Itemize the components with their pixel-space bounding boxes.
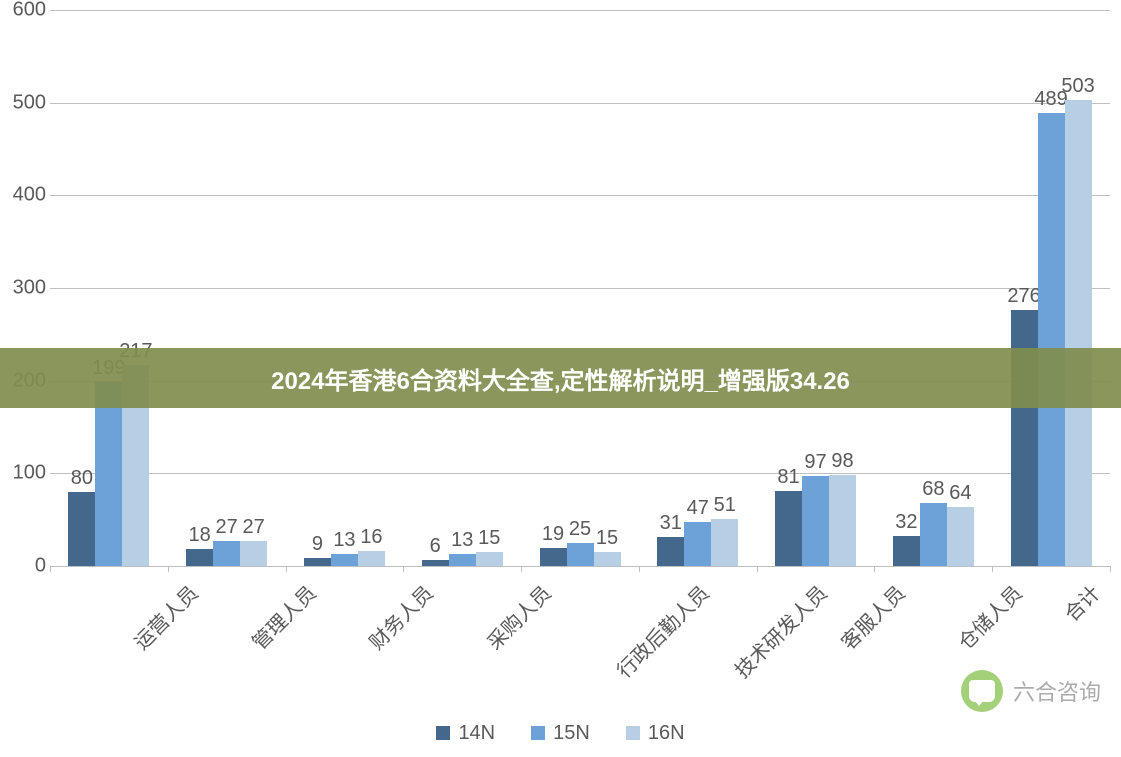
- x-tick-label: 管理人员: [244, 578, 321, 655]
- legend: 14N 15N 16N: [0, 722, 1121, 746]
- bar: [304, 558, 331, 566]
- overlay-text: 2024年香港6合资料大全查,定性解析说明_增强版34.26: [271, 361, 850, 396]
- bar: [1038, 113, 1065, 566]
- chart-container: 8019921718272791316613151925153147518197…: [0, 0, 1121, 757]
- gridline: [50, 566, 1110, 567]
- bar: [186, 549, 213, 566]
- y-tick-label: 100: [13, 462, 46, 485]
- bar-value-label: 15: [589, 527, 625, 550]
- bar: [213, 541, 240, 566]
- x-tick-label: 采购人员: [480, 578, 557, 655]
- bar: [802, 476, 829, 566]
- x-tick-mark: [1110, 566, 1111, 572]
- bar: [422, 560, 449, 566]
- bar: [476, 552, 503, 566]
- bar: [775, 491, 802, 566]
- legend-item: 14N: [436, 722, 495, 745]
- x-axis-labels: 运营人员管理人员财务人员采购人员行政后勤人员技术研发人员客服人员仓储人员合计: [50, 572, 1110, 692]
- bar: [684, 522, 711, 566]
- legend-label: 15N: [553, 722, 590, 745]
- bar: [68, 492, 95, 566]
- bar: [1065, 100, 1092, 566]
- legend-label: 14N: [458, 722, 495, 745]
- bar: [95, 382, 122, 566]
- bar: [449, 554, 476, 566]
- bar: [331, 554, 358, 566]
- legend-label: 16N: [648, 722, 685, 745]
- y-tick-label: 0: [35, 555, 46, 578]
- bar-value-label: 503: [1060, 75, 1096, 98]
- bar: [920, 503, 947, 566]
- x-tick-label: 仓储人员: [951, 578, 1028, 655]
- watermark: 六合咨询: [961, 670, 1101, 712]
- bar: [540, 548, 567, 566]
- bar: [947, 507, 974, 566]
- bar: [829, 475, 856, 566]
- y-tick-label: 600: [13, 0, 46, 22]
- bar: [657, 537, 684, 566]
- y-tick-label: 400: [13, 184, 46, 207]
- x-tick-label: 行政后勤人员: [609, 578, 714, 683]
- bar: [893, 536, 920, 566]
- bar-value-label: 98: [825, 450, 861, 473]
- plot-area: 8019921718272791316613151925153147518197…: [50, 10, 1110, 566]
- bar-value-label: 27: [236, 516, 272, 539]
- overlay-banner: 2024年香港6合资料大全查,定性解析说明_增强版34.26: [0, 348, 1121, 408]
- bar-value-label: 15: [471, 527, 507, 550]
- bar-value-label: 64: [942, 482, 978, 505]
- x-tick-label: 运营人员: [126, 578, 203, 655]
- x-tick-label: 财务人员: [362, 578, 439, 655]
- legend-swatch: [626, 726, 640, 740]
- bar: [711, 519, 738, 566]
- y-tick-label: 300: [13, 277, 46, 300]
- bar-value-label: 51: [707, 494, 743, 517]
- bar: [358, 551, 385, 566]
- watermark-text: 六合咨询: [1013, 675, 1101, 707]
- legend-item: 15N: [531, 722, 590, 745]
- legend-swatch: [436, 726, 450, 740]
- bar: [594, 552, 621, 566]
- x-tick-label: 客服人员: [833, 578, 910, 655]
- legend-swatch: [531, 726, 545, 740]
- wechat-icon: [961, 670, 1003, 712]
- bar: [240, 541, 267, 566]
- bars-layer: 8019921718272791316613151925153147518197…: [50, 10, 1110, 566]
- bar-value-label: 16: [353, 526, 389, 549]
- y-tick-label: 500: [13, 91, 46, 114]
- legend-item: 16N: [626, 722, 685, 745]
- x-tick-label: 合计: [1057, 578, 1106, 627]
- x-tick-label: 技术研发人员: [727, 578, 832, 683]
